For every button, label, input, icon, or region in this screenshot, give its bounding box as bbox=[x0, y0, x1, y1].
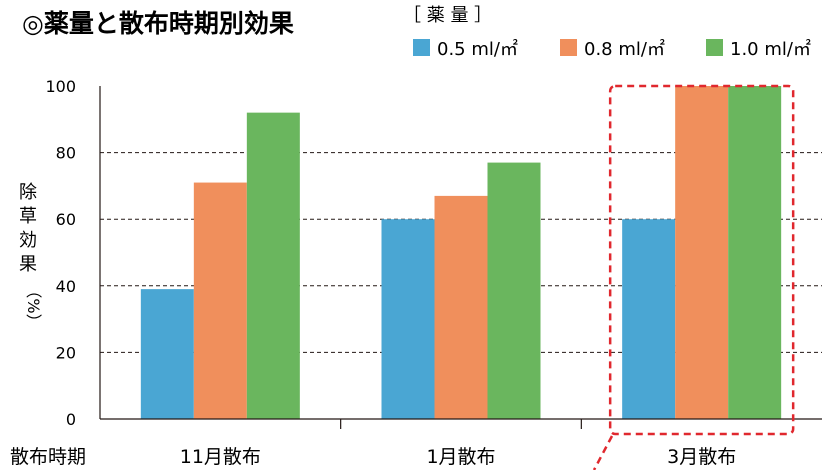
x-tick-labels: 11月散布 1月散布 3月散布 bbox=[180, 446, 736, 468]
y-axis-label-char-3: 効 bbox=[19, 230, 37, 251]
bar-1-series-3 bbox=[246, 112, 300, 419]
bar-3-series-2 bbox=[675, 86, 729, 419]
bar-1-series-1 bbox=[140, 289, 194, 419]
x-tick-label-1: 11月散布 bbox=[180, 446, 261, 468]
legend-swatch-0-8-ml bbox=[560, 39, 577, 56]
bar-2-series-2 bbox=[434, 195, 488, 419]
bar-3-series-3 bbox=[728, 86, 782, 419]
highlight-rect bbox=[608, 84, 795, 436]
bar-2-series-3 bbox=[487, 162, 541, 419]
bar-1-series-2 bbox=[193, 182, 247, 419]
y-tick-labels: 0 20 40 60 80 100 bbox=[45, 77, 76, 429]
y-tick-label-80: 80 bbox=[56, 144, 76, 163]
legend-label-1-0-ml: 1.0 ml/㎡ bbox=[730, 38, 811, 60]
y-tick-label-100: 100 bbox=[45, 77, 76, 96]
y-axis-label-unit: （%） bbox=[24, 282, 43, 329]
legend-label-0-5-ml: 0.5 ml/㎡ bbox=[437, 38, 518, 60]
legend-title: ［ 薬 量 ］ bbox=[403, 5, 492, 26]
bars bbox=[140, 86, 782, 419]
x-tick-label-2: 1月散布 bbox=[426, 446, 495, 468]
bar-3-series-1 bbox=[622, 219, 676, 419]
y-tick-label-60: 60 bbox=[56, 210, 76, 229]
y-tick-label-0: 0 bbox=[66, 410, 76, 429]
y-axis-label-char-4: 果 bbox=[19, 254, 37, 275]
y-tick-label-20: 20 bbox=[56, 343, 76, 362]
axes bbox=[99, 86, 822, 429]
legend: 0.5 ml/㎡ 0.8 ml/㎡ 1.0 ml/㎡ bbox=[413, 38, 811, 60]
legend-swatch-1-0-ml bbox=[706, 39, 723, 56]
legend-swatch-0-5-ml bbox=[413, 39, 430, 56]
chart-title: ◎薬量と散布時期別効果 bbox=[22, 9, 294, 38]
bar-2-series-1 bbox=[381, 219, 435, 419]
legend-label-0-8-ml: 0.8 ml/㎡ bbox=[584, 38, 665, 60]
highlight-box bbox=[592, 84, 795, 470]
y-axis-label-char-2: 草 bbox=[19, 206, 37, 227]
y-tick-label-40: 40 bbox=[56, 277, 76, 296]
highlight-pointer-line bbox=[592, 435, 614, 470]
x-axis-label: 散布時期 bbox=[10, 446, 86, 468]
y-axis-label-char-1: 除 bbox=[19, 182, 37, 203]
x-tick-label-3: 3月散布 bbox=[667, 446, 736, 468]
